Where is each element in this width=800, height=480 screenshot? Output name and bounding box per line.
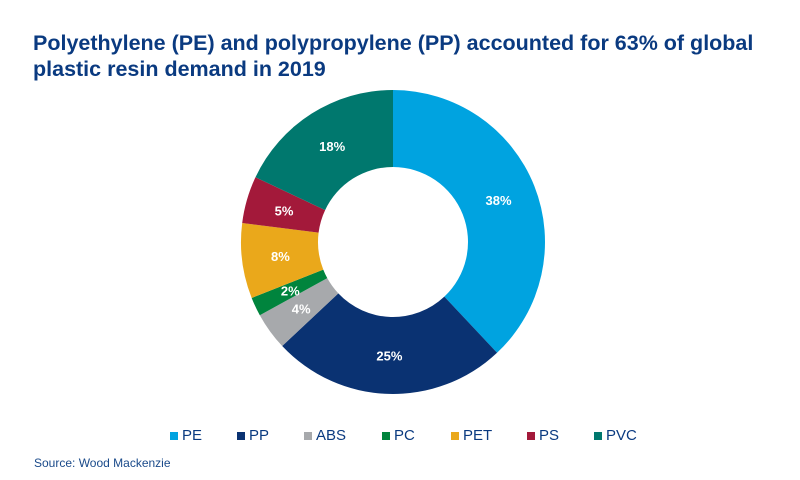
slice-abs	[259, 278, 339, 347]
legend-item-pc: PC	[382, 427, 451, 444]
slice-pp	[282, 293, 498, 394]
legend-swatch	[451, 431, 459, 440]
legend-label: PE	[182, 427, 203, 444]
legend-swatch	[304, 431, 312, 440]
data-label-ps: 5%	[275, 203, 294, 218]
data-label-pet: 8%	[271, 249, 290, 264]
slice-ps	[242, 177, 326, 233]
legend-label: PET	[463, 427, 493, 444]
legend-label: PP	[249, 427, 270, 444]
legend-item-ps: PS	[527, 427, 594, 444]
legend-item-pe: PE	[170, 427, 237, 444]
slice-pe	[393, 90, 545, 353]
legend-swatch	[170, 431, 178, 440]
data-label-pc: 2%	[281, 283, 300, 298]
legend-swatch	[382, 431, 390, 440]
legend-label: PS	[539, 427, 560, 444]
data-label-pvc: 18%	[319, 139, 345, 154]
legend-item-pet: PET	[451, 427, 527, 444]
legend-swatch	[594, 431, 602, 440]
slice-pvc	[255, 90, 393, 211]
legend-swatch	[237, 431, 245, 440]
legend-label: ABS	[316, 427, 347, 444]
slice-pet	[241, 222, 324, 298]
data-label-abs: 4%	[292, 302, 311, 317]
legend-item-pvc: PVC	[594, 427, 654, 444]
legend-label: PVC	[606, 427, 637, 444]
slice-pc	[251, 269, 328, 316]
legend-swatch	[527, 431, 535, 440]
legend: PE PP ABS PC PET PS PVC	[170, 427, 654, 444]
legend-item-pp: PP	[237, 427, 304, 444]
data-label-pe: 38%	[486, 193, 512, 208]
legend-item-abs: ABS	[304, 427, 382, 444]
data-label-pp: 25%	[376, 348, 402, 363]
chart-title: Polyethylene (PE) and polypropylene (PP)…	[33, 31, 754, 81]
legend-label: PC	[394, 427, 415, 444]
source-note: Source: Wood Mackenzie	[34, 456, 171, 470]
